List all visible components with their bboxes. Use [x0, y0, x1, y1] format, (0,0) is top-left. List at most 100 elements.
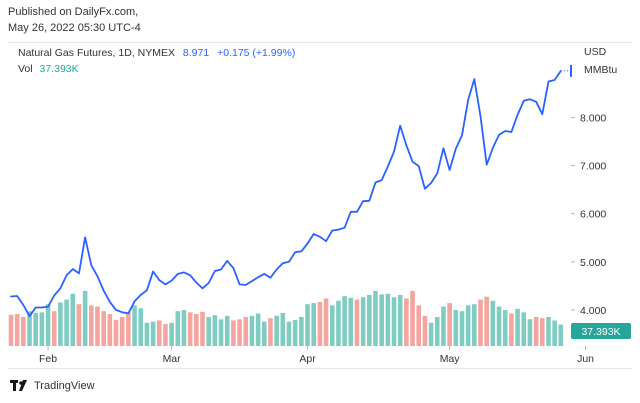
- volume-bar: [101, 311, 106, 346]
- volume-bar: [45, 304, 51, 346]
- footer-branding[interactable]: TradingView: [10, 380, 95, 392]
- volume-bar: [39, 312, 45, 346]
- volume-bar: [434, 317, 440, 346]
- volume-bar: [200, 311, 205, 346]
- volume-bar: [107, 314, 113, 346]
- volume-bar: [175, 311, 181, 346]
- volume-bar: [533, 317, 539, 346]
- volume-bar: [163, 323, 168, 346]
- volume-bar: [64, 299, 69, 346]
- volume-bar: [126, 312, 131, 346]
- x-tick-label: May: [440, 353, 461, 365]
- x-tick-label: Feb: [39, 353, 57, 365]
- y-tick-label: 5.000: [580, 257, 606, 269]
- volume-bar: [552, 320, 557, 346]
- volume-bar: [472, 304, 477, 346]
- volume-bar: [292, 319, 298, 346]
- volume-bar: [379, 294, 384, 346]
- volume-bar: [329, 305, 335, 346]
- volume-bar: [89, 305, 94, 346]
- volume-bar: [95, 306, 100, 346]
- volume-bar: [546, 317, 551, 346]
- volume-bar: [261, 321, 267, 346]
- volume-bar: [317, 301, 323, 346]
- volume-bar: [27, 311, 32, 346]
- x-tick-label: Apr: [299, 353, 316, 365]
- volume-bar: [156, 320, 162, 346]
- volume-bar: [255, 313, 261, 346]
- volume-bar: [502, 310, 508, 346]
- volume-bar: [410, 290, 415, 346]
- price-chart[interactable]: 4.000 5.000 6.000 7.000 8.000 Feb Mar Apr May Jun…: [8, 43, 632, 368]
- volume-bar: [422, 315, 428, 346]
- legend-symbol: Natural Gas Futures, 1D, NYMEX: [18, 47, 175, 59]
- x-tick-label: Mar: [163, 353, 182, 365]
- volume-bar: [286, 321, 292, 346]
- volume-bar: [360, 297, 366, 346]
- volume-bar: [367, 294, 372, 346]
- volume-bar: [237, 319, 242, 346]
- volume-bar: [441, 306, 446, 346]
- volume-bar: [58, 302, 63, 346]
- volume-bar: [515, 308, 520, 346]
- volume-bar: [336, 300, 341, 346]
- axis-currency: USD: [584, 46, 607, 58]
- volume-bar: [51, 311, 57, 346]
- tradingview-logo-icon: [10, 380, 27, 391]
- legend-main: Natural Gas Futures, 1D, NYMEX 8.971 +0.…: [18, 47, 295, 59]
- volume-bar: [181, 310, 187, 346]
- volume-bar: [299, 317, 304, 346]
- volume-bar: [169, 322, 174, 346]
- volume-bar: [150, 321, 156, 346]
- volume-bar: [311, 303, 317, 346]
- volume-value-tag-label: 37.393K: [581, 326, 620, 338]
- volume-bar: [33, 312, 39, 346]
- volume-bar: [212, 315, 218, 346]
- volume-bar: [21, 317, 26, 346]
- volume-bar: [348, 297, 354, 346]
- volume-bar: [521, 312, 527, 346]
- legend-price: 8.971: [182, 47, 210, 59]
- volume-bar: [490, 300, 496, 346]
- volume-bar: [428, 322, 434, 346]
- volume-bar: [496, 306, 502, 346]
- volume-value-tag: [571, 323, 631, 339]
- volume-bar: [354, 299, 360, 346]
- volume-bar: [459, 311, 465, 346]
- volume-bar: [249, 315, 255, 346]
- volume-bar: [76, 304, 82, 346]
- legend-volume: Vol 37.393K: [18, 63, 79, 75]
- legend-change: +0.175 (+1.99%): [217, 47, 296, 59]
- volume-bar: [70, 293, 76, 346]
- volume-bar: [243, 317, 249, 346]
- published-timestamp: May 26, 2022 05:30 UTC-4: [8, 22, 141, 34]
- volume-bar: [113, 319, 119, 346]
- axis-unit: MMBtu: [584, 64, 618, 76]
- volume-bar: [218, 319, 224, 346]
- volume-bar: [323, 298, 329, 346]
- volume-bar: [8, 314, 14, 346]
- legend-vol-label: Vol: [18, 63, 33, 75]
- volume-bar: [539, 318, 545, 346]
- volume-bar: [132, 305, 137, 346]
- volume-bar: [397, 294, 403, 346]
- volume-bar: [144, 322, 150, 346]
- volume-bar: [509, 313, 514, 346]
- volume-bar: [465, 305, 471, 346]
- volume-bar: [187, 312, 193, 346]
- volume-bar: [305, 304, 310, 346]
- volume-bar: [206, 317, 211, 346]
- volume-bar: [527, 319, 533, 346]
- volume-bar: [194, 314, 199, 346]
- published-label: Published on DailyFx.com,: [8, 6, 139, 18]
- footer-brand-label: TradingView: [34, 380, 95, 392]
- volume-bar: [391, 297, 397, 346]
- volume-bar: [268, 318, 273, 346]
- volume-bar: [138, 308, 144, 346]
- chart-area[interactable]: 4.000 5.000 6.000 7.000 8.000 Feb Mar Apr May Jun…: [8, 42, 632, 369]
- volume-bar: [231, 320, 236, 346]
- volume-bar: [119, 317, 125, 346]
- volume-bar: [558, 324, 564, 346]
- volume-bar: [274, 315, 279, 346]
- y-tick-label: 4.000: [580, 305, 606, 317]
